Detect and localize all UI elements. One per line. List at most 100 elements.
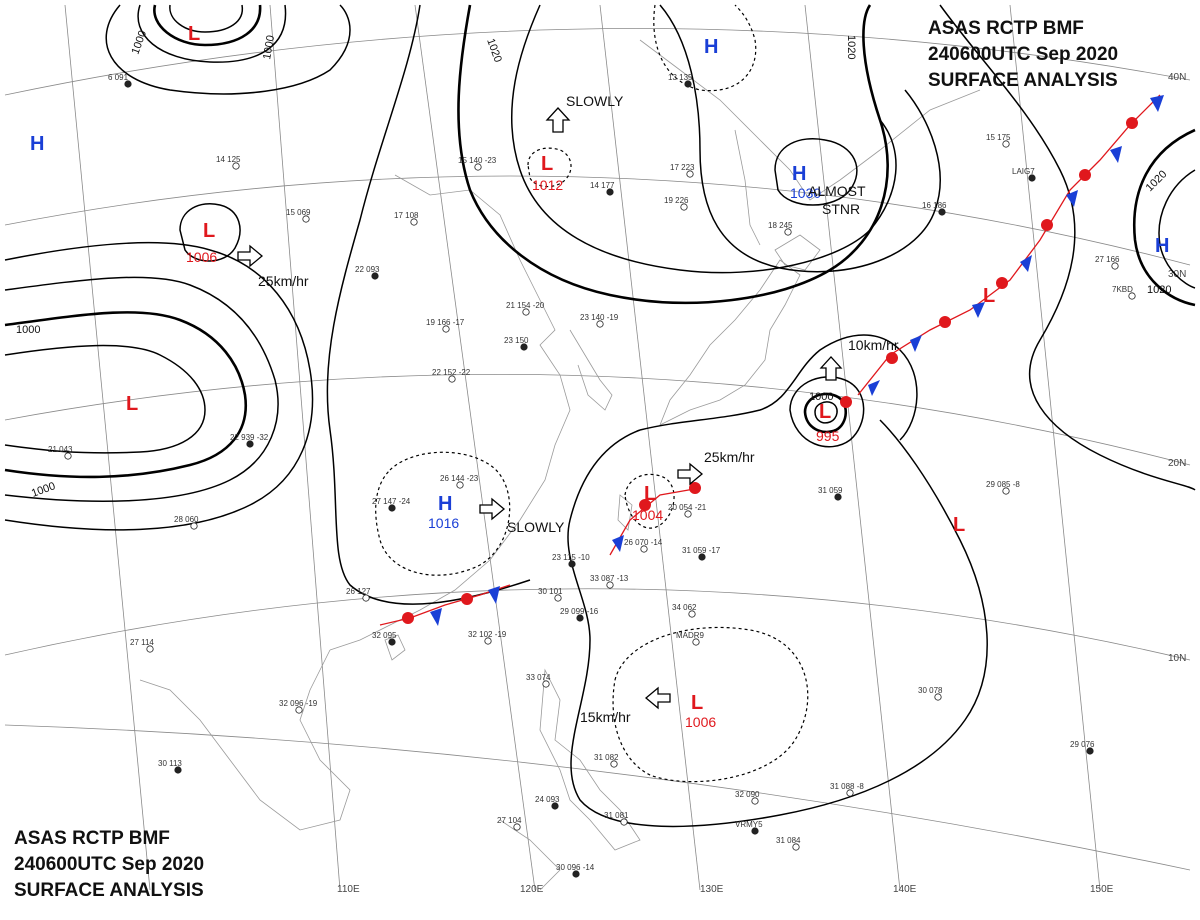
title-line-datetime: 240600UTC Sep 2020	[14, 854, 204, 875]
coastline-taiwan	[617, 494, 633, 531]
station-label: 6 091	[108, 73, 129, 82]
station-plot: 21 043	[48, 445, 73, 460]
station-plot: 17 223	[670, 163, 695, 178]
station-plot: 20 054 -21	[668, 503, 707, 518]
motion-arrow-icon	[237, 244, 264, 268]
station-marker-icon	[684, 510, 692, 518]
station-label: 22 152 -22	[432, 368, 471, 377]
isobar-nw-inner	[153, 4, 262, 47]
station-label: 32 095	[372, 631, 397, 640]
isobar-labels: 1000 1000 1020 1020 1000 1000 1000 1020 …	[16, 29, 1171, 500]
station-plot: 31 084	[776, 836, 801, 851]
isobar-south-large	[567, 419, 988, 828]
station-plot: 30 078	[918, 686, 943, 701]
station-plot: 14 125	[216, 155, 241, 170]
coastline-sakhalin	[734, 129, 761, 246]
station-plot: 15 140 -23	[458, 156, 497, 171]
station-plot: 32 095	[372, 631, 397, 646]
warm-front-bump	[840, 396, 852, 408]
station-plot: 19 166 -17	[426, 318, 465, 333]
warm-front-bump	[1126, 117, 1138, 129]
station-label: 26 127	[346, 587, 371, 596]
station-label: 30 096 -14	[556, 863, 595, 872]
station-label: 33 087 -13	[590, 574, 629, 583]
station-plot: 26 127	[346, 587, 371, 602]
station-label: 18 245	[768, 221, 793, 230]
station-label: 26 070 -14	[624, 538, 663, 547]
high-center-1016: H	[438, 493, 452, 515]
station-label: 7KBD	[1112, 285, 1133, 294]
station-plot: 23 115 -10	[552, 553, 590, 568]
graticule-labels: 110E 120E 130E 140E 150E 40N 30N 20N 10N	[337, 72, 1186, 895]
lon-label-120e: 120E	[520, 884, 544, 895]
station-plot: 32 090	[735, 790, 760, 805]
title-line-source: ASAS RCTP BMF	[928, 18, 1084, 39]
coastline-borneo	[499, 819, 561, 891]
high-center-north: H	[704, 36, 718, 58]
title-block-bottom-left: ASAS RCTP BMF 240600UTC Sep 2020 SURFACE…	[14, 828, 204, 901]
warm-front-bump	[996, 277, 1008, 289]
longitude-line-150e	[1009, 4, 1101, 891]
isobar-west-trough-4	[4, 241, 314, 531]
station-plot: 27 147 -24	[372, 497, 411, 512]
cold-front-barb	[488, 586, 500, 604]
station-plot: 29 085 -8	[986, 480, 1020, 495]
isobar-nw-outer	[105, 4, 351, 95]
station-marker-icon	[551, 802, 559, 810]
motion-note-10kmhr: 10km/hr	[848, 337, 899, 353]
motion-arrow-icon	[545, 107, 571, 133]
isobar-west-trough-2	[4, 311, 248, 479]
station-label: 32 096 -19	[279, 699, 318, 708]
station-marker-icon	[846, 789, 854, 797]
station-marker-icon	[388, 504, 396, 512]
station-plot: VRMY5	[735, 820, 763, 835]
station-label: 23 115 -10	[552, 553, 590, 562]
coastline-indochina	[139, 649, 351, 831]
station-marker-icon	[938, 208, 946, 216]
station-label: 23 150	[504, 336, 529, 345]
low-pressure-west-1006: 1006	[186, 249, 217, 265]
station-label: 31 059 -17	[682, 546, 721, 555]
motion-notes: SLOWLY 25km/hr ALMOST STNR 10km/hr 25km/…	[258, 93, 899, 725]
station-marker-icon	[572, 870, 580, 878]
isobar-nw-core	[169, 4, 243, 33]
station-label: 22 939 -32	[230, 433, 269, 442]
isobar-low-1006-south	[612, 626, 809, 783]
isobar-label: 1000	[130, 29, 150, 56]
station-marker-icon	[474, 163, 482, 171]
station-marker-icon	[596, 320, 604, 328]
station-label: 16 186	[922, 201, 947, 210]
motion-note-slowly-north: SLOWLY	[566, 93, 624, 109]
station-plot: 29 099 -16	[560, 607, 599, 622]
motion-note-15kmhr: 15km/hr	[580, 709, 631, 725]
motion-arrows	[237, 107, 843, 710]
station-plot: 22 093	[355, 265, 380, 280]
isobar-high-1016	[375, 451, 511, 576]
station-label: 23 140 -19	[580, 313, 619, 322]
station-marker-icon	[190, 522, 198, 530]
station-plot: 31 082	[594, 753, 619, 768]
isobar-east-3	[1158, 169, 1196, 289]
station-marker-icon	[688, 610, 696, 618]
motion-note-25kmhr-east: 25km/hr	[704, 449, 755, 465]
lat-label-40n: 40N	[1168, 72, 1186, 83]
station-plot: 33 087 -13	[590, 574, 629, 589]
station-plot: 16 186	[922, 201, 947, 216]
isobar-typhoon-inner	[803, 392, 848, 434]
warm-front-bump	[461, 593, 473, 605]
station-marker-icon	[698, 553, 706, 561]
isobars	[4, 4, 1196, 828]
isobar-label: 1020	[1147, 284, 1171, 296]
station-marker-icon	[371, 272, 379, 280]
station-label: 27 104	[497, 816, 522, 825]
cold-front-barb	[1020, 255, 1032, 272]
low-center-1012: L	[541, 153, 553, 175]
low-center-frontal: L	[983, 285, 995, 307]
cold-front-barb	[972, 302, 985, 318]
isobar-low-1004	[624, 473, 675, 529]
high-pressure-1016: 1016	[428, 515, 459, 531]
isobar-west-low-1006	[179, 203, 241, 262]
station-marker-icon	[513, 823, 521, 831]
station-plot: 30 096 -14	[556, 863, 595, 878]
station-plot: 23 140 -19	[580, 313, 619, 328]
